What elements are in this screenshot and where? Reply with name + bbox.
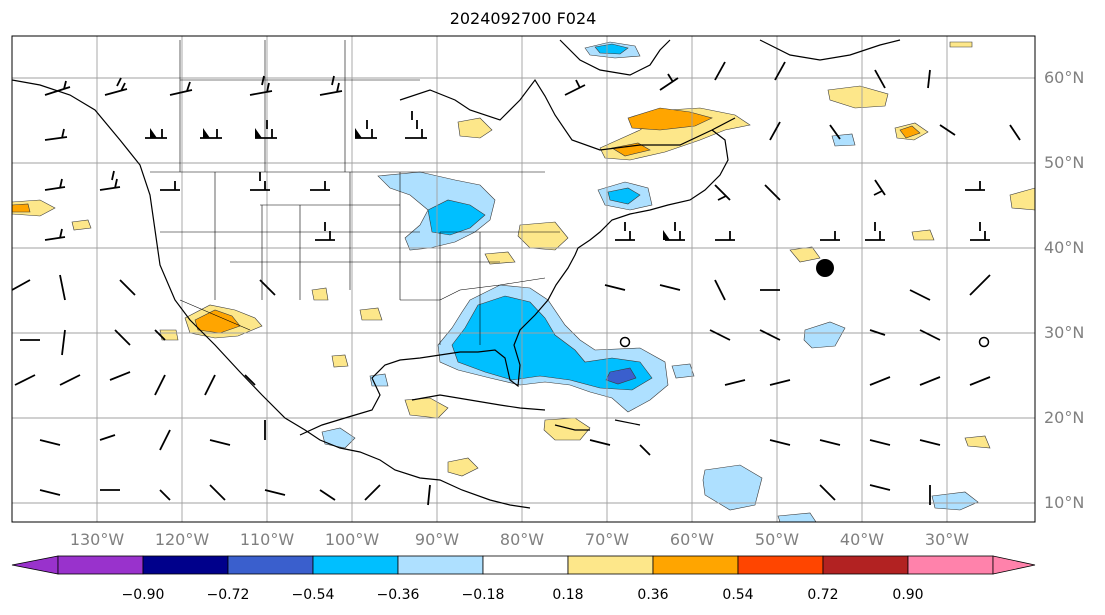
lon-label: 60°W [669, 530, 715, 549]
lat-label: 60°N [1044, 68, 1085, 87]
storm-center-marker [816, 259, 834, 277]
shaded-field [12, 41, 1035, 522]
colorbar-tick: −0.36 [376, 587, 420, 603]
colorbar-tick: 0.18 [552, 587, 584, 603]
lat-label: 40°N [1044, 238, 1085, 257]
colorbar-tick: −0.18 [461, 587, 505, 603]
colorbar-tick: 0.36 [637, 587, 669, 603]
wind-pennants [150, 128, 670, 240]
lon-label: 50°W [754, 530, 800, 549]
lat-label: 20°N [1044, 408, 1085, 427]
negative-area-southeast-us-core [451, 295, 653, 391]
negative-area-great-lakes-core [427, 199, 486, 236]
lon-label: 120°W [154, 530, 210, 549]
positive-area-labrador-core [627, 107, 713, 131]
colorbar-tick: −0.90 [121, 587, 165, 603]
map-content [12, 36, 1035, 522]
lon-label: 40°W [839, 530, 885, 549]
lon-label: 30°W [924, 530, 970, 549]
colorbar-tick: 0.90 [892, 587, 924, 603]
colorbar-extend-high [992, 555, 1036, 575]
open-circle-marker [978, 336, 990, 348]
admin-borders [150, 40, 560, 345]
colorbar-tick: −0.72 [206, 587, 250, 603]
lon-label: 80°W [499, 530, 545, 549]
coastlines [12, 39, 901, 509]
map-frame [11, 35, 1036, 523]
wind-barbs [12, 61, 1021, 506]
colorbar-tick: 0.72 [807, 587, 839, 603]
lon-label: 90°W [414, 530, 460, 549]
lon-label: 130°W [69, 530, 125, 549]
lon-label: 100°W [324, 530, 380, 549]
colorbar-extend-low [11, 555, 59, 575]
map-title: 2024092700 F024 [449, 9, 597, 28]
lat-label: 30°N [1044, 323, 1085, 342]
colorbar-tick: −0.54 [291, 587, 335, 603]
colorbar [11, 555, 1036, 575]
lat-label: 50°N [1044, 153, 1085, 172]
open-circle-marker [619, 336, 631, 348]
colorbar-tick: 0.54 [722, 587, 754, 603]
map-panel [12, 36, 1035, 522]
lat-label: 10°N [1044, 493, 1085, 512]
lon-label: 70°W [584, 530, 630, 549]
graticule [12, 36, 1035, 522]
lon-label: 110°W [239, 530, 295, 549]
